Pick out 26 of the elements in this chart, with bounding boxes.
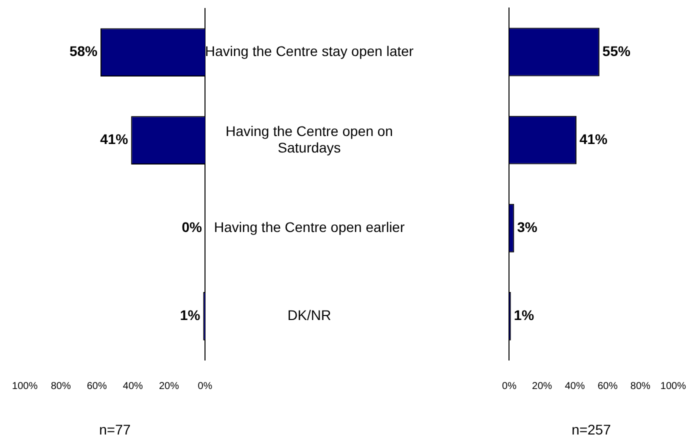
data-label: 1% [180,307,201,324]
x-tick-label: 20% [158,380,180,392]
x-tick-label: 0% [198,380,212,392]
x-axis-title: n=77 [99,421,131,438]
data-label: 55% [602,42,631,59]
x-tick-label: 40% [564,380,585,392]
x-tick-label: 80% [50,380,71,392]
y-tick-label: Having the Centre stay open later [204,43,414,60]
x-tick-label: 60% [598,380,618,392]
y-tick-label: Having the Centre open on Saturdays [226,122,393,156]
x-tick-label: 100% [660,380,686,392]
data-label: 3% [517,218,538,235]
data-label: 41% [579,130,608,147]
data-label: 1% [514,307,535,324]
x-axis-title: n=257 [572,421,612,438]
data-label: 58% [69,43,98,60]
y-tick-label: Having the Centre open earlier [214,219,405,236]
x-tick-label: 100% [12,380,38,392]
data-label: 41% [100,131,129,148]
x-tick-label: 20% [532,380,552,392]
y-tick-label: DK/NR [288,307,332,324]
x-tick-label: 80% [630,380,651,392]
x-tick-label: 0% [502,380,517,392]
x-tick-label: 40% [122,380,144,392]
data-label: 0% [182,219,203,236]
x-tick-label: 60% [86,380,107,392]
